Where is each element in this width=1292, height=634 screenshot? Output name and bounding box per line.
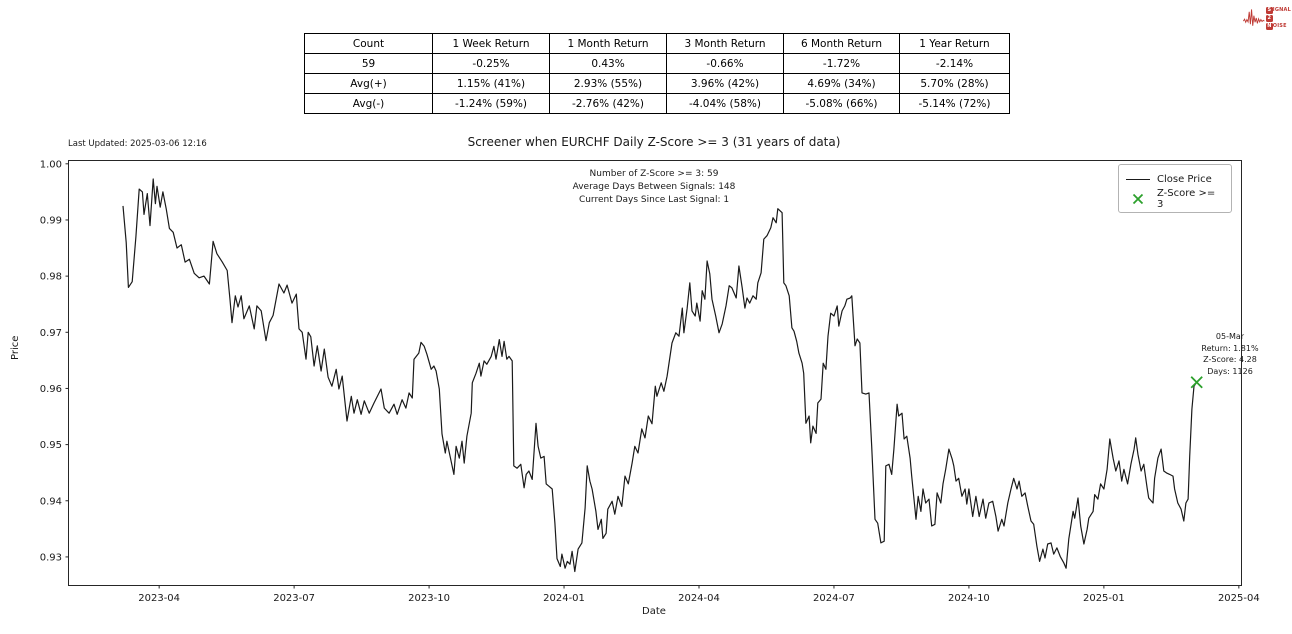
x-tick-label: 2024-01 (543, 593, 585, 604)
table-cell: 1.15% (41%) (432, 73, 550, 94)
table-cell: 3.96% (42%) (666, 73, 784, 94)
table-cell: -2.14% (899, 53, 1010, 74)
x-tick-label: 2024-07 (813, 593, 855, 604)
signal-marker-annotation: 05-Mar Return: 1.81% Z-Score: 4.28 Days:… (1192, 331, 1268, 377)
table-cell: 5.70% (28%) (899, 73, 1010, 94)
table-cell: -5.08% (66%) (783, 93, 900, 114)
x-tick-label: 2024-04 (678, 593, 720, 604)
logo-text-oise: OISE (1272, 23, 1287, 29)
y-tick-label: 0.99 (40, 215, 62, 226)
plot-area: 2023-04 2023-07 2023-10 2024-01 2024-04 2024-… (40, 159, 1260, 604)
table-header-cell: 1 Week Return (432, 33, 550, 54)
stat-days-since-line: Current Days Since Last Signal: 1 (578, 195, 730, 205)
y-axis-label: Price (10, 335, 21, 360)
table-cell: 4.69% (34%) (783, 73, 900, 94)
legend-label-zscore: Z-Score >= 3 (1157, 187, 1216, 210)
last-updated-timestamp: Last Updated: 2025-03-06 12:16 (68, 139, 207, 149)
table-header-cell: 1 Year Return (899, 33, 1010, 54)
returns-stats-table: Count 1 Week Return 1 Month Return 3 Month … (304, 33, 1010, 114)
x-tick-label: 2023-07 (273, 593, 315, 604)
table-cell: -4.04% (58%) (666, 93, 784, 114)
table-cell: -5.14% (72%) (899, 93, 1010, 114)
table-row: 59 -0.25% 0.43% -0.66% -1.72% -2.14% (304, 53, 1010, 74)
y-tick-label: 0.98 (40, 272, 62, 283)
logo-badge-2: 2 (1265, 14, 1273, 22)
marker-return: Return: 1.81% (1201, 343, 1259, 353)
logo-badge-s: S (1265, 6, 1273, 14)
table-row: Avg(+) 1.15% (41%) 2.93% (55%) 3.96% (42%) 4… (304, 73, 1010, 94)
returns-table-header: Count 1 Week Return 1 Month Return 3 Month … (304, 33, 1010, 54)
waveform-icon (1243, 9, 1265, 26)
table-header-cell: Count (304, 33, 433, 54)
legend: Close Price Z-Score >= 3 (1118, 164, 1232, 213)
y-tick-label: 0.93 (40, 552, 62, 563)
table-row: Avg(-) -1.24% (59%) -2.76% (42%) -4.04% (58… (304, 93, 1010, 114)
logo-badge-n: N (1265, 22, 1273, 30)
x-tick-label: 2023-04 (138, 593, 180, 604)
x-tick-label: 2024-10 (948, 593, 990, 604)
signal2noise-logo: S IGNAL 2 N OISE (1243, 3, 1291, 33)
table-header-cell: 6 Month Return (783, 33, 900, 54)
table-cell: Avg(+) (304, 73, 433, 94)
close-price-line (122, 178, 1198, 573)
marker-days: Days: 1126 (1207, 366, 1253, 376)
stat-count-line: Number of Z-Score >= 3: 59 (589, 169, 719, 179)
marker-zscore: Z-Score: 4.28 (1203, 355, 1257, 364)
table-cell: 2.93% (55%) (549, 73, 667, 94)
returns-table-body: 59 -0.25% 0.43% -0.66% -1.72% -2.14% Avg(+) 1.1… (304, 53, 1010, 114)
table-cell: 0.43% (549, 53, 667, 74)
x-tick-label: 2025-04 (1218, 593, 1260, 604)
y-tick-label: 0.94 (40, 496, 62, 507)
chart-title: Screener when EURCHF Daily Z-Score >= 3 … (467, 135, 841, 149)
price-plot: 2023-04 2023-07 2023-10 2024-01 2024-04 2024-… (40, 159, 1260, 604)
logo-text-ignal: IGNAL (1272, 7, 1291, 13)
table-cell: -0.25% (432, 53, 550, 74)
y-tick-label: 1.00 (40, 159, 62, 170)
table-cell: -2.76% (42%) (549, 93, 667, 114)
table-cell: 59 (304, 53, 433, 74)
x-tick-label: 2025-01 (1083, 593, 1125, 604)
legend-item-zscore: Z-Score >= 3 (1126, 187, 1224, 210)
y-tick-label: 0.95 (40, 440, 62, 451)
legend-item-close-price: Close Price (1126, 170, 1224, 189)
logo-text: S IGNAL 2 N OISE (1265, 6, 1291, 30)
y-tick-label: 0.96 (40, 384, 62, 395)
y-tick-label: 0.97 (40, 328, 62, 339)
legend-label-close-price: Close Price (1157, 174, 1212, 185)
x-tick-label: 2023-10 (408, 593, 450, 604)
table-cell: -1.72% (783, 53, 900, 74)
x-marker-icon (1126, 193, 1150, 205)
table-cell: -0.66% (666, 53, 784, 74)
table-cell: -1.24% (59%) (432, 93, 550, 114)
table-cell: Avg(-) (304, 93, 433, 114)
table-header-cell: 3 Month Return (666, 33, 784, 54)
x-axis-label: Date (642, 606, 666, 617)
signal-stats-annotation: Number of Z-Score >= 3: 59 Average Days … (68, 168, 1240, 207)
line-sample-icon (1126, 179, 1150, 180)
z-score-signal-marker (1190, 376, 1203, 389)
marker-date: 05-Mar (1215, 332, 1245, 341)
stat-avg-days-line: Average Days Between Signals: 148 (572, 182, 736, 192)
table-header-cell: 1 Month Return (549, 33, 667, 54)
